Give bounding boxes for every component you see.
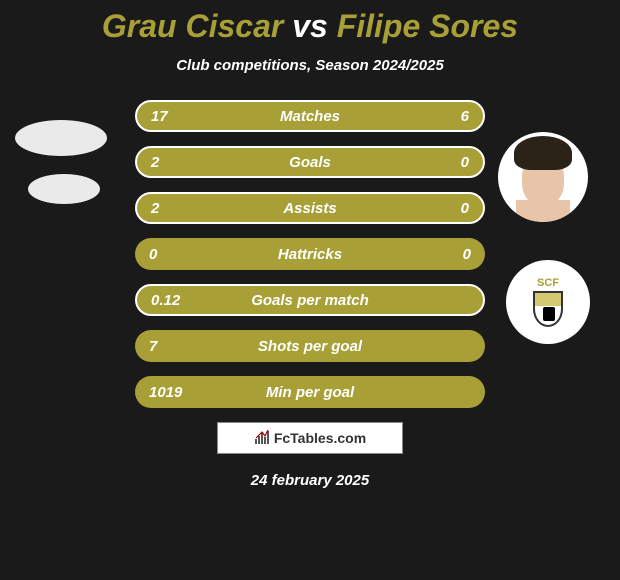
player2-name: Filipe Sores <box>337 8 518 44</box>
shield-icon <box>533 291 563 327</box>
vs-text: vs <box>292 8 328 44</box>
stat-label: Assists <box>191 200 429 217</box>
stat-label: Goals per match <box>191 292 429 309</box>
stat-label: Min per goal <box>189 384 431 401</box>
stat-row: 17Matches6 <box>135 100 485 132</box>
stat-value-left: 2 <box>151 200 191 217</box>
page-title: Grau Ciscar vs Filipe Sores <box>0 8 620 45</box>
stat-row: 2Assists0 <box>135 192 485 224</box>
player2-crest: SCF <box>506 260 590 344</box>
player1-name: Grau Ciscar <box>102 8 283 44</box>
stats-list: 17Matches62Goals02Assists00Hattricks00.1… <box>135 100 485 408</box>
stat-row: 1019Min per goal <box>135 376 485 408</box>
stat-label: Matches <box>191 108 429 125</box>
stat-value-right: 0 <box>429 154 469 171</box>
stat-value-left: 17 <box>151 108 191 125</box>
stat-row: 7Shots per goal <box>135 330 485 362</box>
stat-row: 0.12Goals per match <box>135 284 485 316</box>
stat-row: 0Hattricks0 <box>135 238 485 270</box>
stat-value-right: 0 <box>429 200 469 217</box>
date-text: 24 february 2025 <box>0 472 620 489</box>
stat-value-left: 1019 <box>149 384 189 401</box>
stat-value-right: 0 <box>431 246 471 263</box>
stat-label: Hattricks <box>189 246 431 263</box>
stat-value-left: 0 <box>149 246 189 263</box>
stat-value-left: 2 <box>151 154 191 171</box>
chart-icon <box>254 430 270 447</box>
logo-text: FcTables.com <box>274 430 366 446</box>
player2-photo <box>498 132 588 222</box>
stat-value-left: 0.12 <box>151 292 191 309</box>
fctables-logo[interactable]: FcTables.com <box>217 422 403 454</box>
stat-label: Shots per goal <box>189 338 431 355</box>
crest-label: SCF <box>537 277 559 289</box>
stat-row: 2Goals0 <box>135 146 485 178</box>
subtitle: Club competitions, Season 2024/2025 <box>0 57 620 74</box>
stat-value-right: 6 <box>429 108 469 125</box>
comparison-card: Grau Ciscar vs Filipe Sores Club competi… <box>0 0 620 580</box>
player1-photo-placeholder <box>15 120 107 156</box>
stat-label: Goals <box>191 154 429 171</box>
stat-value-left: 7 <box>149 338 189 355</box>
player1-crest-placeholder <box>28 174 100 204</box>
